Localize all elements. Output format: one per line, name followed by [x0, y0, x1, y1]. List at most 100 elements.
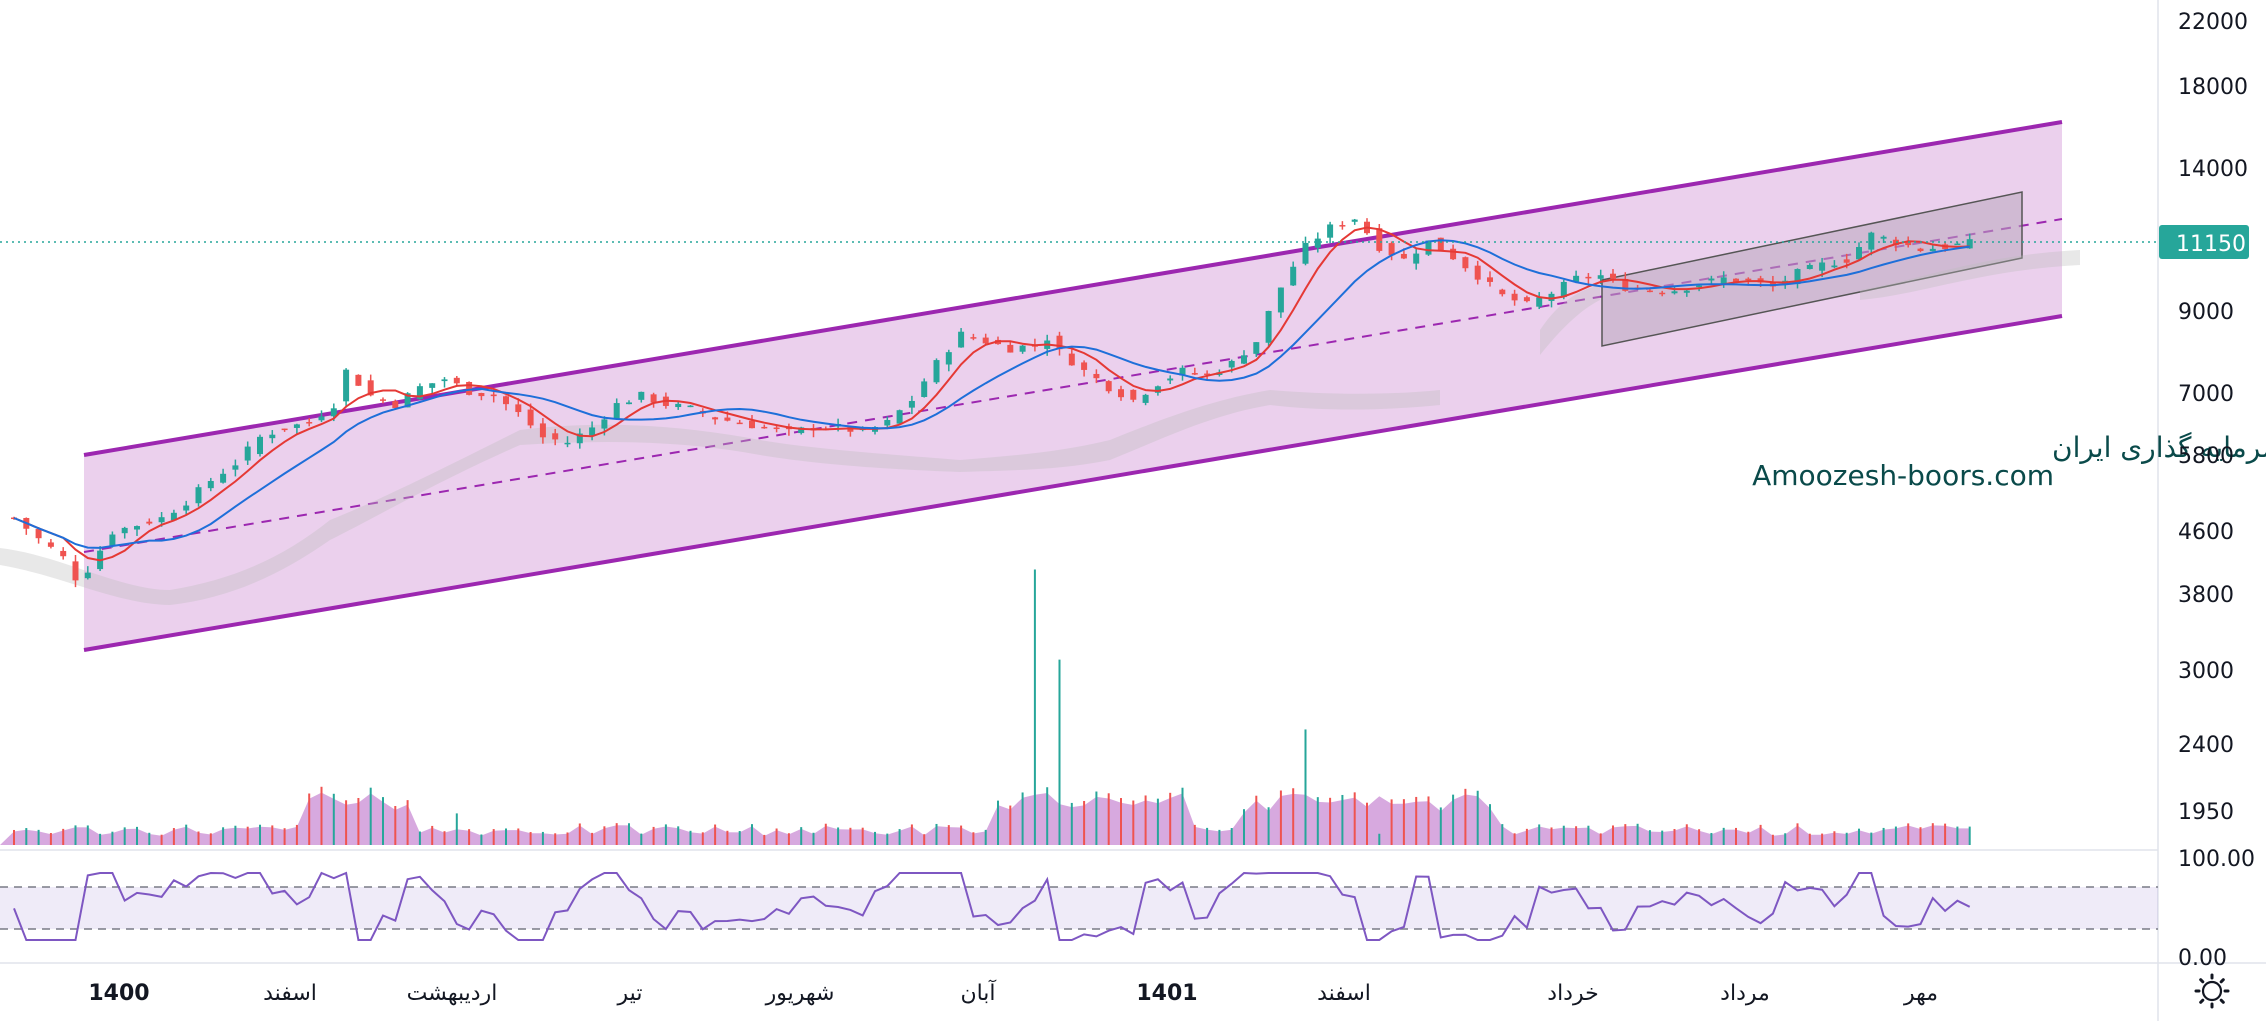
candle-body: [1302, 242, 1309, 264]
candle-body: [453, 377, 460, 384]
candle-body: [367, 380, 374, 396]
candle-body: [1892, 239, 1899, 245]
candle-body: [564, 442, 571, 445]
candle-body: [441, 379, 448, 382]
candle-body: [1905, 241, 1912, 246]
candle-body: [1548, 293, 1555, 301]
candle-body: [207, 481, 214, 489]
price-tick: 1950: [2178, 800, 2234, 825]
candle-body: [1118, 389, 1124, 398]
candle-body: [244, 446, 251, 461]
settings-gear-icon[interactable]: [2194, 973, 2230, 1009]
candle-body: [1523, 297, 1530, 302]
time-axis[interactable]: 1400 اسفند اردیبهشت تیر شهریور آبان 1401…: [88, 979, 1938, 1006]
candle-body: [1093, 373, 1100, 379]
candle-body: [527, 409, 534, 426]
candle-body: [47, 542, 54, 547]
candle-body: [1929, 248, 1936, 252]
candle-body: [1880, 236, 1887, 239]
candle-body: [1376, 228, 1383, 251]
candle-body: [330, 408, 337, 417]
candle-body: [1179, 367, 1186, 376]
candle-body: [1511, 293, 1518, 301]
candle-body: [1425, 240, 1432, 255]
candle-body: [1167, 378, 1174, 381]
candle-body: [724, 417, 731, 421]
candle-body: [626, 402, 632, 405]
volume-series: [0, 569, 1971, 845]
time-tick: مرداد: [1720, 981, 1770, 1006]
candle-body: [429, 383, 436, 388]
price-tick: 2400: [2178, 733, 2234, 758]
rsi-line: [13, 871, 1971, 941]
candle-body: [798, 427, 805, 434]
moving-average-fast: [13, 226, 1970, 562]
candle-body: [478, 392, 485, 397]
time-tick: شهریور: [765, 981, 835, 1006]
candle-body: [589, 427, 596, 436]
candle-body: [1437, 237, 1444, 251]
candle-body: [170, 512, 177, 521]
candle-body: [761, 426, 768, 429]
candle-body: [490, 394, 497, 397]
candle-body: [958, 331, 965, 348]
candle-body: [1966, 239, 1973, 249]
candle-body: [1856, 247, 1862, 260]
candle-body: [982, 337, 989, 344]
candle-body: [650, 394, 657, 403]
candle-body: [1806, 264, 1813, 270]
candle-body: [1683, 290, 1690, 293]
candle-body: [1241, 355, 1247, 364]
candle-body: [576, 433, 583, 444]
candle-body: [1339, 225, 1346, 227]
candle-body: [601, 419, 608, 429]
candle-body: [552, 433, 559, 440]
candle-body: [1868, 232, 1875, 250]
candle-body: [392, 401, 399, 408]
time-tick: اسفند: [263, 981, 317, 1006]
candle-body: [1474, 265, 1481, 280]
ichimoku-cloud: [0, 250, 2080, 605]
candle-body: [1130, 389, 1137, 400]
price-axis[interactable]: 22000 18000 14000 9000 7000 5800 4600 38…: [2178, 10, 2255, 971]
candle-body: [749, 420, 755, 429]
candle-body: [1277, 287, 1284, 313]
candle-body: [1499, 289, 1506, 295]
price-tick: 14000: [2178, 157, 2248, 182]
candle-body: [908, 400, 915, 408]
time-tick: خرداد: [1547, 981, 1598, 1006]
candle-body: [1081, 362, 1088, 370]
candle-body: [1327, 224, 1334, 238]
candle-body: [404, 393, 411, 408]
candle-body: [1290, 266, 1297, 286]
candle-body: [1708, 278, 1715, 281]
candle-body: [121, 527, 128, 534]
candle-body: [1265, 310, 1272, 343]
candle-body: [1019, 345, 1026, 352]
candle-body: [306, 422, 313, 424]
candle-body: [1954, 243, 1961, 246]
candle-body: [1696, 285, 1703, 288]
candle-body: [1597, 275, 1604, 279]
candle-body: [1819, 262, 1826, 271]
price-tick: 5800: [2178, 444, 2234, 469]
main-channel[interactable]: [83, 120, 2063, 652]
candle-body: [945, 352, 952, 365]
candle-body: [293, 424, 300, 428]
candle-body: [773, 427, 780, 430]
watermark-line1: انجمن خبرگان سرمایه گذاری ایران: [2052, 431, 2266, 464]
candle-body: [343, 369, 350, 402]
candle-body: [1843, 259, 1850, 263]
candle-body: [687, 405, 694, 408]
candle-body: [146, 521, 153, 524]
candle-body: [503, 396, 509, 405]
candle-body: [970, 337, 977, 339]
time-tick: اسفند: [1317, 981, 1371, 1006]
price-tick: 7000: [2178, 382, 2234, 407]
time-tick: تیر: [617, 981, 643, 1006]
candle-body: [134, 526, 140, 530]
price-tick: 22000: [2178, 10, 2248, 35]
candle-body: [1659, 292, 1666, 295]
candle-body: [72, 561, 79, 581]
